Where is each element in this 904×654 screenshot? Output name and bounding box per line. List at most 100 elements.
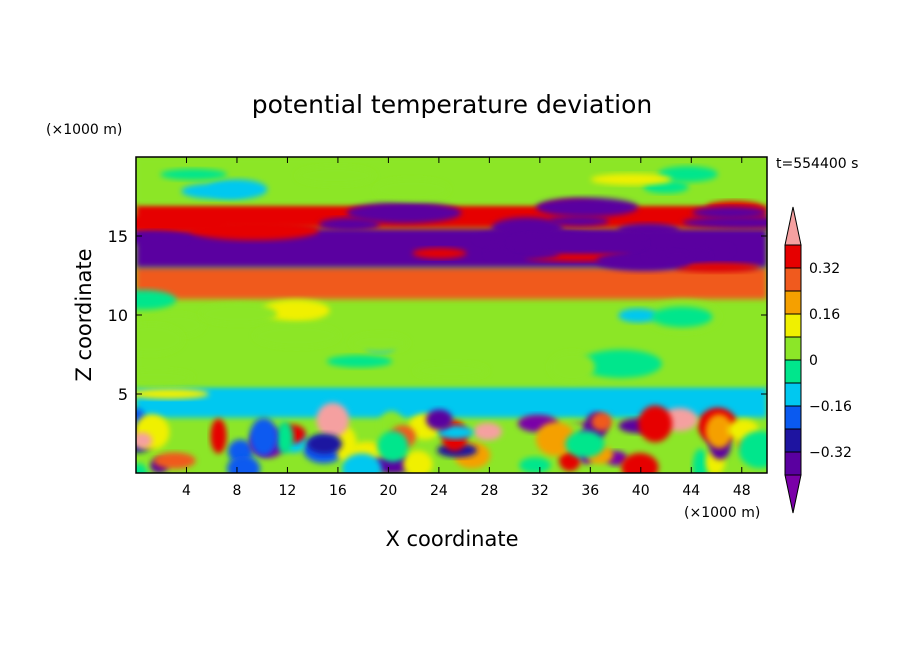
upper-band-feature bbox=[692, 206, 767, 219]
x-tick-label: 16 bbox=[329, 483, 347, 499]
x-axis-ticks: 4 8 12 16 20 24 28 32 36 40 44 48 bbox=[182, 157, 751, 499]
mid-level-patch bbox=[136, 369, 194, 386]
convective-cell bbox=[276, 421, 294, 454]
convective-cell bbox=[249, 417, 278, 456]
convective-cell bbox=[519, 457, 551, 473]
x-tick-label: 36 bbox=[581, 483, 599, 499]
x-tick-label: 48 bbox=[733, 483, 751, 499]
top-level-patch bbox=[160, 168, 228, 180]
upper-band-feature bbox=[674, 262, 760, 273]
convective-cell bbox=[210, 418, 227, 454]
x-tick-label: 28 bbox=[480, 483, 498, 499]
y-tick-label: 15 bbox=[108, 227, 128, 246]
colorbar-swatch bbox=[784, 336, 802, 361]
x-tick-label: 12 bbox=[279, 483, 297, 499]
colorbar-top-arrow bbox=[784, 206, 802, 246]
field-layer-3 bbox=[136, 267, 767, 300]
top-level-patch bbox=[657, 166, 718, 182]
mid-level-patch bbox=[136, 324, 184, 355]
colorbar-swatch bbox=[784, 290, 802, 315]
y-unit-label: (×1000 m) bbox=[46, 122, 122, 138]
chart-title: potential temperature deviation bbox=[252, 90, 652, 119]
convective-cell bbox=[306, 433, 343, 454]
colorbar-label: 0.32 bbox=[809, 261, 840, 277]
mid-level-patch bbox=[549, 351, 596, 382]
x-axis-label: X coordinate bbox=[385, 527, 518, 551]
mid-level-patch bbox=[136, 290, 177, 310]
convective-cell bbox=[692, 448, 708, 473]
convective-cell bbox=[437, 425, 474, 439]
top-level-patch bbox=[590, 173, 672, 186]
upper-band-feature bbox=[682, 216, 767, 229]
convective-cell bbox=[638, 405, 673, 443]
time-label: t=554400 s bbox=[776, 156, 858, 172]
mid-level-patch bbox=[579, 349, 662, 379]
upper-band-feature bbox=[136, 215, 230, 233]
mid-level-patch bbox=[414, 362, 489, 380]
y-axis-label: Z coordinate bbox=[72, 248, 96, 381]
convective-cell bbox=[371, 455, 415, 473]
upper-band-feature bbox=[535, 197, 639, 217]
colorbar-bottom-arrow bbox=[784, 474, 802, 514]
mid-level-patch bbox=[618, 308, 659, 323]
mid-level-patch bbox=[326, 355, 393, 368]
plot-area bbox=[136, 157, 767, 473]
convective-cell bbox=[341, 453, 382, 473]
x-unit-label: (×1000 m) bbox=[684, 505, 760, 521]
upper-band-feature bbox=[549, 216, 609, 227]
convective-cell bbox=[153, 452, 196, 469]
colorbar-swatch bbox=[784, 451, 802, 476]
upper-band-feature bbox=[510, 233, 646, 253]
upper-band-feature bbox=[617, 223, 680, 238]
convective-cell bbox=[591, 412, 613, 432]
x-tick-label: 44 bbox=[682, 483, 700, 499]
upper-band-feature bbox=[136, 231, 187, 245]
colorbar-swatch bbox=[784, 359, 802, 384]
x-tick-label: 24 bbox=[430, 483, 448, 499]
colorbar-label: −0.16 bbox=[809, 399, 852, 415]
y-tick-label: 5 bbox=[118, 385, 128, 404]
convective-cell bbox=[705, 414, 733, 449]
convective-cell bbox=[425, 409, 453, 430]
convective-cell bbox=[738, 430, 767, 469]
convective-cell bbox=[136, 463, 148, 473]
mid-level-patch bbox=[350, 333, 409, 353]
y-tick-label: 10 bbox=[108, 306, 128, 325]
colorbar-label: 0 bbox=[809, 353, 818, 369]
upper-band-feature bbox=[318, 217, 380, 232]
upper-band-feature bbox=[412, 247, 467, 259]
convective-cell bbox=[377, 430, 409, 462]
colorbar-swatch bbox=[784, 313, 802, 338]
x-tick-label: 20 bbox=[379, 483, 397, 499]
convective-cell bbox=[227, 455, 261, 473]
mid-level-patch bbox=[200, 303, 278, 325]
top-level-patch bbox=[374, 178, 450, 201]
x-tick-label: 8 bbox=[232, 483, 241, 499]
convective-cell bbox=[535, 422, 576, 457]
convective-cell bbox=[403, 450, 433, 473]
mid-level-patch bbox=[651, 306, 713, 328]
mid-level-patch bbox=[261, 299, 330, 322]
mid-level-patch bbox=[254, 324, 339, 348]
upper-band-feature bbox=[645, 250, 710, 262]
convective-cell bbox=[316, 402, 350, 438]
convective-cell bbox=[621, 453, 659, 473]
top-level-patch bbox=[181, 183, 250, 199]
colorbar-swatch bbox=[784, 244, 802, 269]
colorbar: 0.32 0.16 0 −0.16 −0.32 bbox=[784, 206, 852, 514]
colorbar-swatch bbox=[784, 267, 802, 292]
x-tick-label: 32 bbox=[531, 483, 549, 499]
colorbar-label: 0.16 bbox=[809, 307, 840, 323]
convective-cell bbox=[473, 422, 502, 441]
x-tick-label: 4 bbox=[182, 483, 191, 499]
x-tick-label: 40 bbox=[632, 483, 650, 499]
mid-level-patch bbox=[136, 388, 209, 400]
convective-cell bbox=[335, 426, 357, 463]
top-level-patch bbox=[296, 166, 375, 185]
colorbar-label: −0.32 bbox=[809, 445, 852, 461]
convective-cell bbox=[136, 432, 153, 449]
colorbar-swatch bbox=[784, 382, 802, 407]
colorbar-swatch bbox=[784, 405, 802, 430]
convective-cell bbox=[565, 430, 605, 458]
